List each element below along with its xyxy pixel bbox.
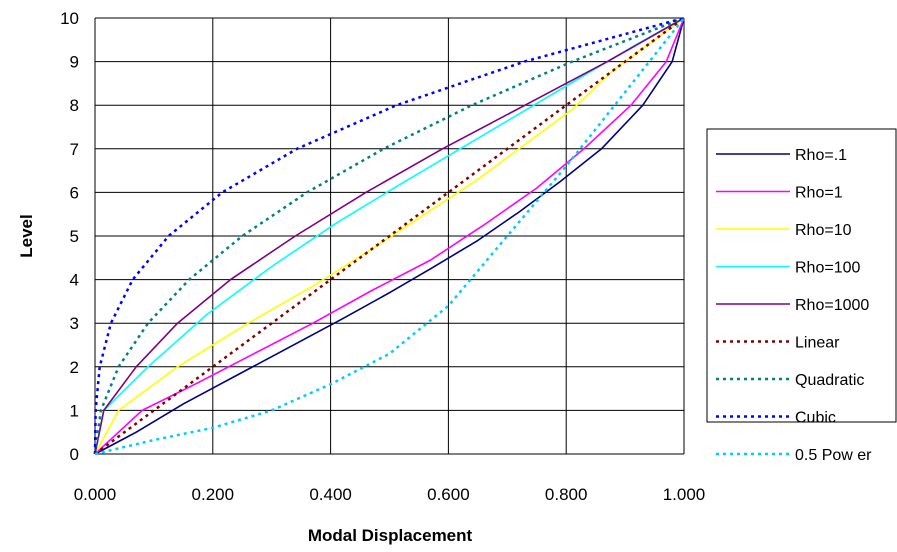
y-tick-label: 5 bbox=[70, 227, 79, 246]
legend-box bbox=[706, 128, 897, 423]
x-tick-label: 0.200 bbox=[192, 485, 235, 504]
legend-label-rho-100: Rho=100 bbox=[795, 260, 860, 277]
legend-label-rho-1: Rho=.1 bbox=[795, 147, 847, 164]
x-axis-title: Modal Displacement bbox=[308, 526, 473, 545]
legend-label-cubic: Cubic bbox=[795, 410, 836, 427]
y-tick-label: 9 bbox=[70, 53, 79, 72]
legend-label-linear: Linear bbox=[795, 335, 840, 352]
series-line-cubic bbox=[93, 16, 685, 455]
y-tick-label: 1 bbox=[70, 401, 79, 420]
legend-label-0-5-pow-er: 0.5 Pow er bbox=[795, 447, 872, 464]
legend: Rho=.1 Rho=1 Rho=10 Rho=100 Rho=1000 Linear Qu… bbox=[716, 147, 872, 464]
x-tick-label: 0.000 bbox=[74, 485, 117, 504]
y-tick-label: 7 bbox=[70, 140, 79, 159]
legend-label-rho-10: Rho=10 bbox=[795, 222, 852, 239]
y-tick-label: 6 bbox=[70, 183, 79, 202]
y-axis-ticks: 0 1 2 3 4 5 6 7 8 9 10 bbox=[60, 9, 79, 464]
series-line-0-5-pow-er bbox=[94, 17, 685, 456]
series-line-rho-100 bbox=[94, 17, 685, 455]
series-group bbox=[93, 16, 685, 456]
series-line-linear bbox=[94, 16, 685, 456]
y-tick-label: 10 bbox=[60, 9, 79, 28]
x-axis-ticks: 0.000 0.200 0.400 0.600 0.800 1.000 bbox=[74, 485, 706, 504]
x-tick-label: 0.600 bbox=[427, 485, 470, 504]
gridlines bbox=[94, 17, 685, 455]
y-tick-label: 2 bbox=[70, 358, 79, 377]
y-tick-label: 3 bbox=[70, 314, 79, 333]
series-line-rho-1 bbox=[94, 17, 685, 455]
y-tick-label: 8 bbox=[70, 96, 79, 115]
y-axis-title: Level bbox=[17, 214, 36, 257]
x-tick-label: 0.400 bbox=[309, 485, 352, 504]
legend-label-rho-1: Rho=1 bbox=[795, 185, 843, 202]
x-tick-label: 1.000 bbox=[663, 485, 706, 504]
series-line-rho-1000 bbox=[94, 17, 685, 455]
y-tick-label: 4 bbox=[70, 271, 79, 290]
legend-label-quadratic: Quadratic bbox=[795, 372, 864, 389]
x-tick-label: 0.800 bbox=[545, 485, 588, 504]
series-line-rho-1 bbox=[94, 17, 685, 455]
legend-label-rho-1000: Rho=1000 bbox=[795, 297, 869, 314]
y-tick-label: 0 bbox=[70, 445, 79, 464]
